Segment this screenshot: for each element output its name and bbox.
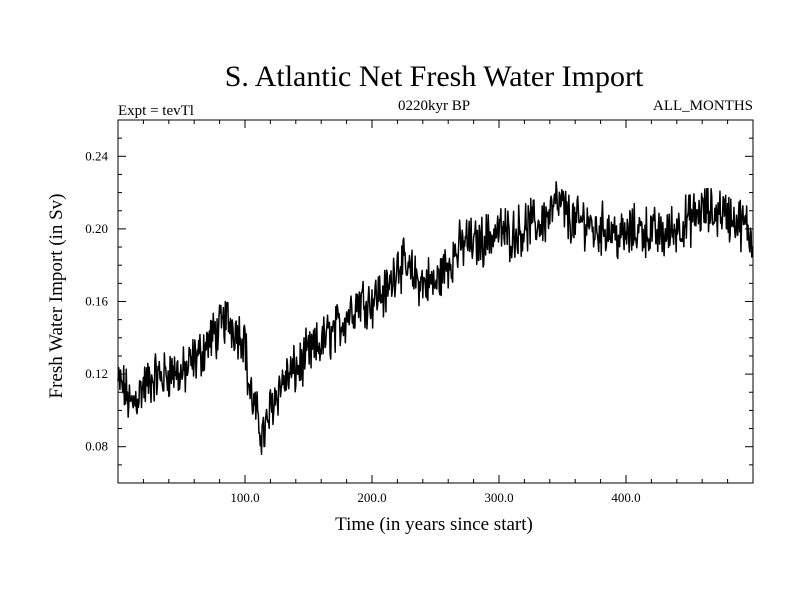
period-label: 0220kyr BP	[398, 98, 470, 114]
y-axis-label: Fresh Water Import (in Sv)	[46, 194, 67, 399]
y-tick-label: 0.08	[85, 439, 108, 454]
x-tick-label: 300.0	[484, 490, 513, 505]
x-tick-label: 400.0	[611, 490, 640, 505]
chart-title: S. Atlantic Net Fresh Water Import	[225, 60, 644, 93]
y-tick-label: 0.24	[85, 148, 108, 163]
y-tick-label: 0.16	[85, 294, 108, 309]
series-line	[117, 181, 754, 456]
tick-labels: 100.0 200.0 300.0 400.0 0.08 0.12 0.16 0.20 0.24	[85, 148, 640, 505]
x-tick-label: 200.0	[357, 490, 386, 505]
x-tick-label: 100.0	[230, 490, 259, 505]
y-tick-label: 0.12	[85, 366, 108, 381]
experiment-label: Expt = tevTl	[118, 103, 194, 119]
y-tick-label: 0.20	[85, 221, 108, 236]
plot-frame	[117, 119, 754, 484]
months-label: ALL_MONTHS	[653, 98, 753, 114]
axis-ticks	[118, 120, 753, 483]
x-axis-label: Time (in years since start)	[335, 514, 533, 535]
